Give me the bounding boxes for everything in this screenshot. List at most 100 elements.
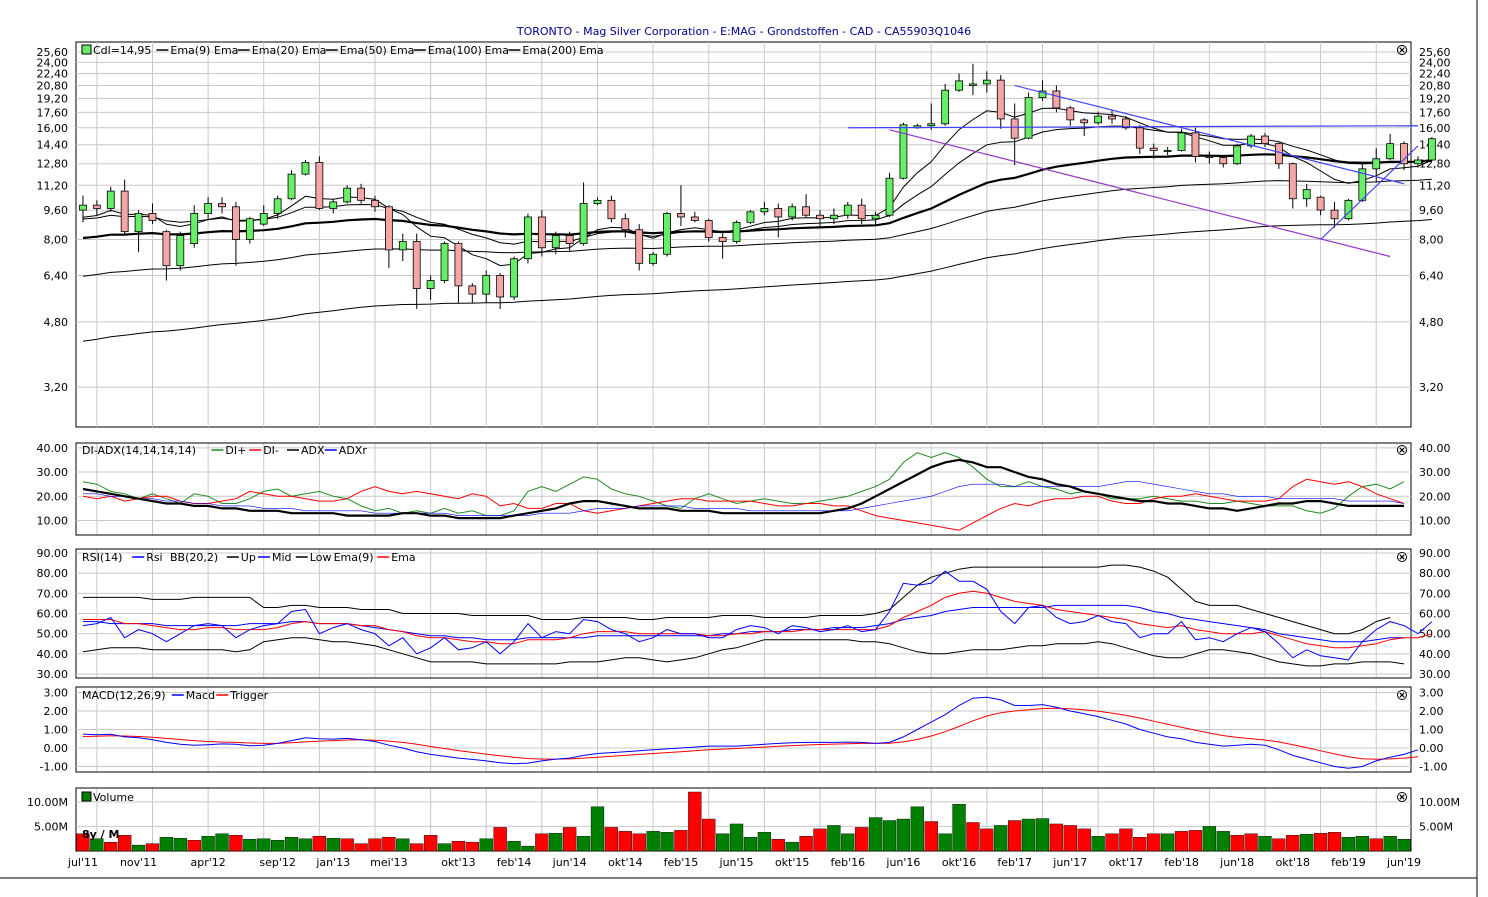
candle-up — [982, 79, 991, 85]
candle-up — [343, 187, 352, 203]
price-tick-left: 4,80 — [44, 316, 69, 329]
volume-bar-down — [76, 833, 90, 852]
rsi-legend-label-1: Rsi — [146, 551, 162, 564]
volume-bar-down — [187, 839, 201, 852]
x-axis-label: jun'16 — [885, 856, 920, 869]
candle-down — [454, 243, 463, 287]
candle-down — [1149, 147, 1158, 151]
candle-up — [482, 275, 491, 295]
candle-down — [1400, 143, 1408, 165]
x-axis-label: jun'15 — [719, 856, 754, 869]
volume-bar-down — [493, 827, 507, 852]
price-tick-left: 6,40 — [44, 269, 69, 282]
volume-bar-up — [646, 831, 660, 852]
volume-bar-up — [757, 832, 772, 852]
volume-bar-up — [910, 806, 924, 852]
di-plus-line — [82, 452, 1405, 517]
rsi-panel-close-icon-x — [1399, 554, 1405, 560]
candle-up — [1024, 97, 1033, 139]
candle-up — [593, 199, 602, 204]
price-tick-left: 8,00 — [44, 234, 69, 247]
volume-bar-down — [368, 838, 382, 852]
volume-bar-up — [284, 837, 299, 852]
volume-bar-down — [688, 791, 702, 852]
rsi-tick-right: 30.00 — [1419, 668, 1451, 681]
volume-bar-down — [1119, 828, 1133, 852]
volume-panel-close-icon-x — [1399, 794, 1405, 800]
price-tick-left: 14,40 — [37, 139, 69, 152]
candle-down — [315, 162, 324, 209]
candle-up — [1233, 145, 1242, 165]
volume-bar-down — [465, 841, 479, 852]
volume-bar-up — [882, 820, 897, 852]
price-tick-right: 16,00 — [1419, 122, 1451, 135]
volume-bar-down — [924, 821, 938, 852]
x-axis-label: mei'13 — [370, 856, 408, 869]
volume-bar-up — [326, 838, 340, 852]
volume-legend-label-0: Volume — [93, 791, 134, 804]
macd-trigger-line — [82, 707, 1419, 760]
price-tick-right: 17,60 — [1419, 106, 1451, 119]
rsi-legend-label-7: Ema — [391, 551, 415, 564]
volume-tick-left: 5.00M — [34, 820, 68, 833]
candle-down — [496, 275, 505, 298]
price-tick-right: 11,20 — [1419, 179, 1451, 192]
volume-bar-up — [1258, 836, 1272, 852]
price-tick-right: 6,40 — [1419, 269, 1444, 282]
candle-up — [788, 206, 797, 218]
candle-up — [955, 80, 963, 91]
candle-down — [635, 229, 644, 264]
price-legend-label-10: Ema — [579, 44, 603, 57]
rsi-legend-label-0: RSI(14) — [82, 551, 122, 564]
candle-down — [1135, 127, 1144, 149]
rsi-tick-right: 40.00 — [1419, 648, 1451, 661]
volume-bar-down — [451, 840, 466, 852]
volume-bar-down — [340, 838, 354, 852]
price-tick-right: 22,40 — [1419, 68, 1451, 81]
candle-down — [857, 204, 866, 220]
dmi-legend-label-0: DI-ADX(14,14,14,14) — [82, 444, 196, 457]
price-tick-left: 22,40 — [37, 68, 69, 81]
price-tick-right: 3,20 — [1419, 381, 1444, 394]
candle-up — [1414, 159, 1422, 165]
candle-down — [120, 190, 129, 233]
x-axis-label: feb'16 — [830, 856, 865, 869]
volume-bar-down — [1049, 823, 1064, 852]
adx-line — [82, 458, 1404, 520]
volume-legend-swatch-0 — [81, 791, 92, 802]
volume-bar-up — [173, 838, 187, 852]
volume-bar-up — [1216, 831, 1230, 852]
candle-down — [1330, 209, 1339, 220]
volume-bar-up — [1091, 836, 1105, 852]
candle-down — [537, 216, 546, 249]
candle-up — [885, 177, 894, 216]
x-axis-label: okt'16 — [942, 856, 976, 869]
candle-up — [1163, 150, 1172, 152]
dmi-panel-frame — [75, 442, 1412, 536]
volume-bar-up — [868, 817, 883, 852]
candle-down — [1191, 132, 1200, 157]
volume-bar-up — [1397, 839, 1411, 852]
candle-up — [106, 190, 115, 209]
volume-bar-down — [1174, 831, 1189, 852]
candle-up — [899, 124, 908, 179]
price-tick-left: 11,20 — [37, 179, 69, 192]
volume-bar-down — [1188, 830, 1203, 852]
x-axis-label: jan'13 — [315, 856, 350, 869]
volume-bar-down — [423, 835, 438, 852]
candle-up — [1427, 138, 1436, 161]
volume-bar-up — [270, 839, 285, 852]
candle-up — [273, 198, 282, 214]
volume-bar-down — [1369, 838, 1383, 852]
candle-up — [579, 203, 588, 244]
price-legend-label-3: Ema(20) — [252, 44, 299, 57]
volume-bar-up — [1300, 834, 1314, 852]
price-legend-label-2: Ema — [214, 44, 238, 57]
volume-bar-down — [535, 833, 549, 852]
volume-bar-up — [785, 841, 799, 852]
x-axis-label: jun'17 — [1052, 856, 1087, 869]
volume-bar-down — [980, 828, 994, 852]
volume-bar-down — [1105, 833, 1119, 852]
bb-mid-line — [83, 604, 1404, 643]
rsi-tick-right: 60.00 — [1419, 608, 1451, 621]
